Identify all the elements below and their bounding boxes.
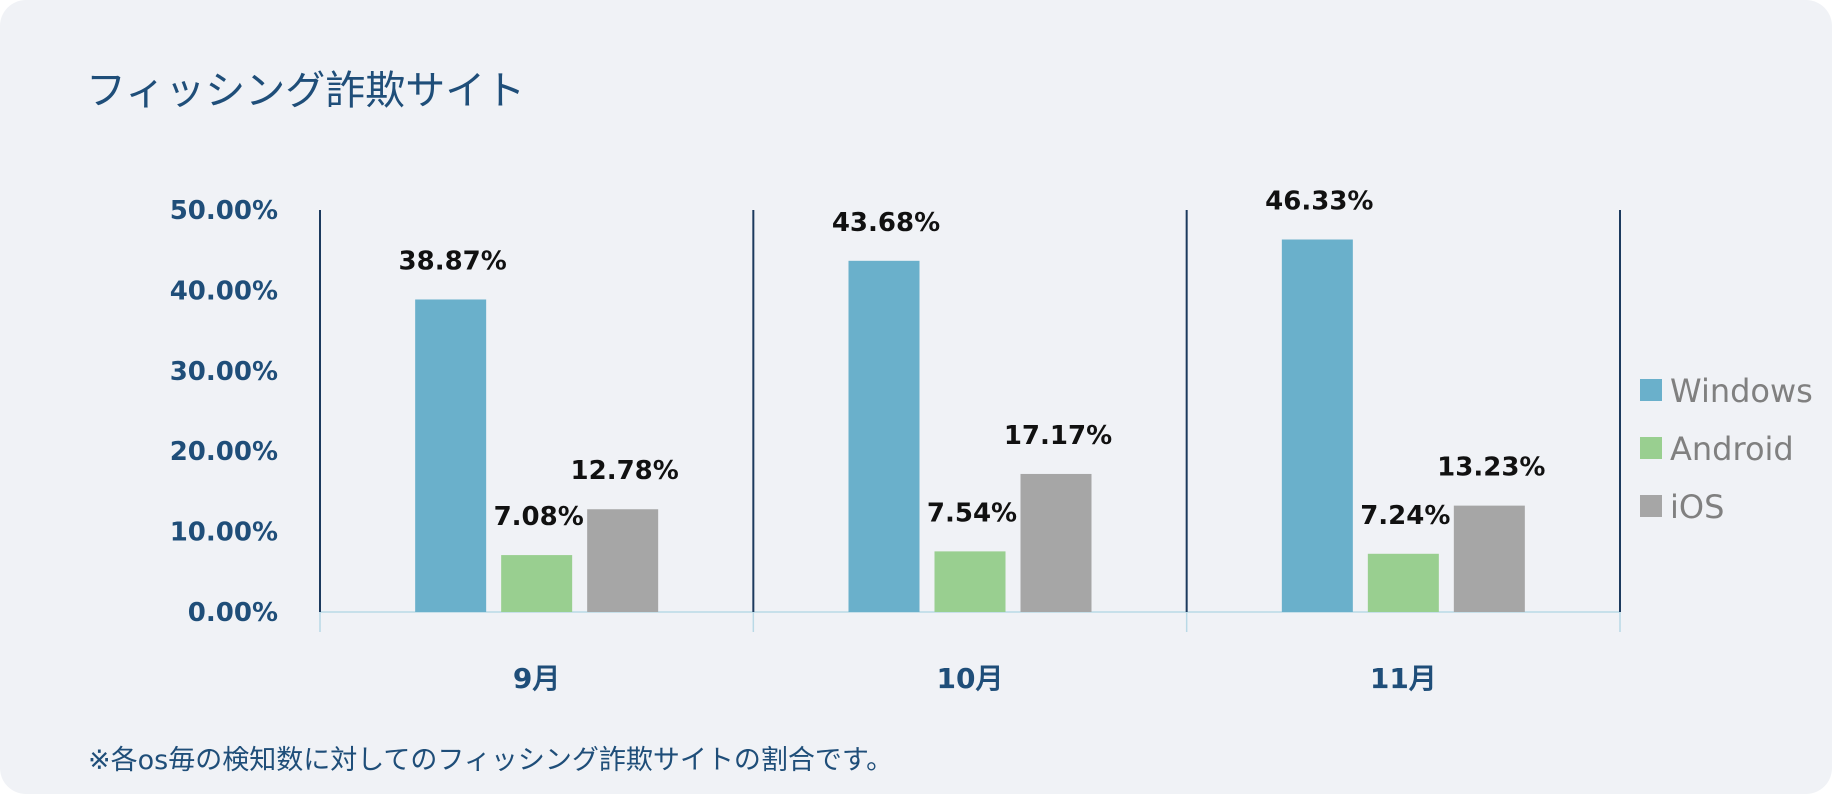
bar-windows: [415, 299, 487, 612]
footnote: ※各os毎の検知数に対してのフィッシング詐欺サイトの割合です。: [88, 745, 894, 776]
data-label: 46.33%: [1265, 187, 1373, 217]
bar-ios: [587, 509, 659, 612]
data-label: 17.17%: [1004, 421, 1112, 451]
bar-android: [1367, 553, 1439, 612]
bar-windows: [848, 260, 920, 612]
data-label: 7.24%: [1360, 501, 1450, 531]
y-tick-label: 0.00%: [188, 598, 278, 628]
bar-ios: [1020, 473, 1092, 612]
y-tick-label: 50.00%: [170, 196, 278, 226]
data-label: 38.87%: [399, 246, 507, 276]
data-label: 12.78%: [571, 456, 679, 486]
chart-title: フィッシング詐欺サイト: [86, 68, 526, 114]
y-tick-label: 10.00%: [170, 518, 278, 548]
legend-label-ios: iOS: [1670, 488, 1724, 526]
legend-label-windows: Windows: [1670, 372, 1813, 410]
legend-label-android: Android: [1670, 430, 1794, 468]
legend-swatch-windows: [1640, 379, 1662, 401]
y-tick-label: 20.00%: [170, 437, 278, 467]
bar-android: [934, 551, 1006, 612]
x-tick-label: 9月: [513, 662, 560, 695]
legend-swatch-ios: [1640, 495, 1662, 517]
bar-ios: [1453, 505, 1525, 612]
data-label: 43.68%: [832, 208, 940, 238]
y-tick-label: 40.00%: [170, 276, 278, 306]
data-label: 7.54%: [927, 498, 1017, 528]
data-label: 7.08%: [494, 502, 584, 532]
x-tick-label: 11月: [1370, 662, 1437, 695]
data-label: 13.23%: [1437, 453, 1545, 483]
bar-windows: [1281, 239, 1353, 612]
y-tick-label: 30.00%: [170, 357, 278, 387]
bar-android: [501, 555, 573, 612]
legend-swatch-android: [1640, 437, 1662, 459]
x-tick-label: 10月: [937, 662, 1004, 695]
